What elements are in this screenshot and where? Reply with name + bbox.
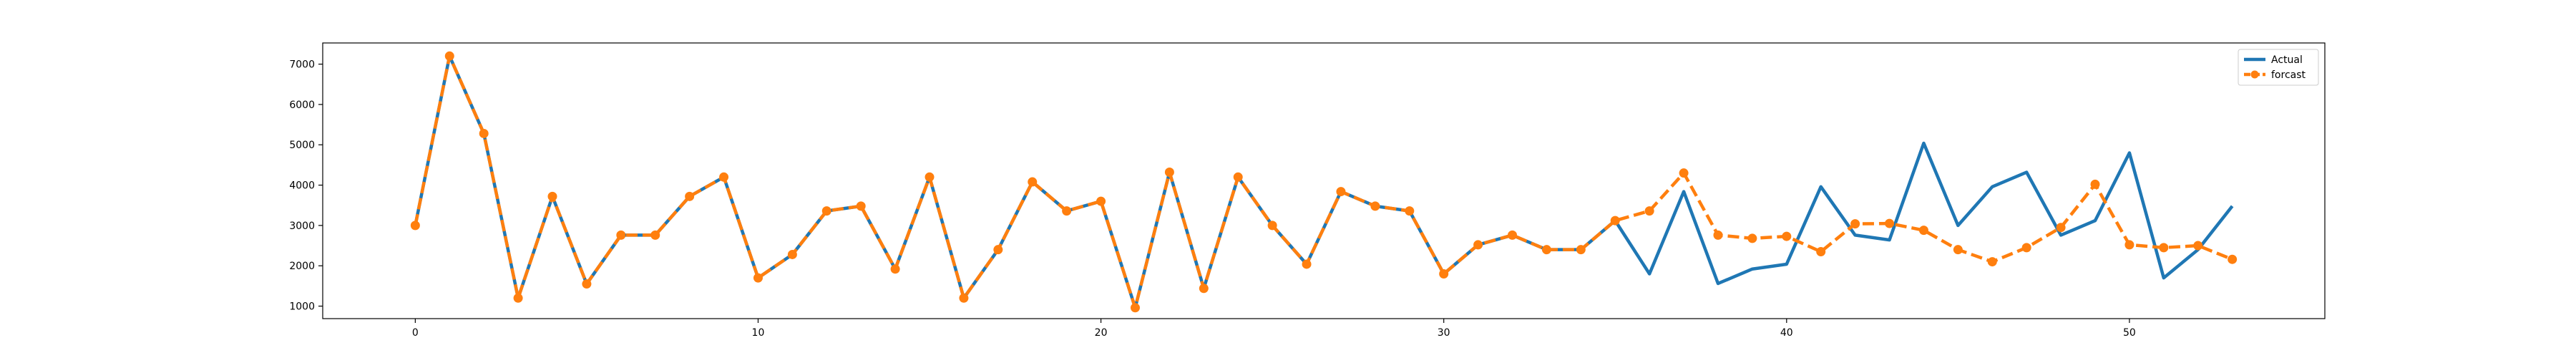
y-tick-label: 6000: [289, 100, 315, 111]
y-tick-label: 4000: [289, 180, 315, 192]
data-point: [650, 230, 660, 240]
x-tick-label: 50: [2123, 327, 2136, 339]
y-tick-label: 2000: [289, 261, 315, 272]
data-point: [1062, 206, 1072, 216]
data-point: [1233, 172, 1243, 182]
legend-label-1: Actual: [2271, 54, 2303, 66]
data-point: [410, 221, 420, 231]
data-point: [2193, 241, 2203, 251]
data-point: [1679, 168, 1689, 178]
axes-frame: [322, 42, 2326, 319]
data-point: [1405, 206, 1415, 216]
data-point: [1747, 233, 1757, 243]
data-point: [1096, 196, 1106, 206]
data-point: [1953, 245, 1963, 255]
data-point: [2056, 223, 2066, 233]
data-point: [821, 206, 831, 216]
data-point: [890, 264, 900, 274]
data-point: [2159, 243, 2169, 253]
data-point: [1370, 201, 1380, 211]
data-point: [1576, 245, 1586, 255]
data-point: [1199, 284, 1209, 294]
y-tick-label: 3000: [289, 221, 315, 232]
series-line-2: [414, 54, 2233, 310]
data-point: [1816, 247, 1826, 256]
data-point: [2228, 254, 2238, 264]
data-point: [616, 230, 626, 240]
data-point: [787, 249, 797, 259]
data-point: [2124, 240, 2135, 250]
data-point: [856, 201, 866, 211]
data-point: [1644, 206, 1654, 216]
axes: 0 10 20 30 40 50 1000 2000 3000 4000 5000 6000 7000: [289, 42, 2326, 339]
data-point: [1987, 257, 1997, 267]
data-point: [959, 293, 969, 303]
x-tick-label: 0: [412, 327, 419, 339]
data-point: [1302, 259, 1312, 269]
x-tick-label: 10: [752, 327, 765, 339]
x-tick-label: 20: [1095, 327, 1108, 339]
data-point: [1336, 187, 1346, 197]
data-point: [2021, 243, 2031, 253]
data-point: [753, 273, 763, 283]
data-point: [1610, 216, 1620, 226]
y-tick-label: 7000: [289, 59, 315, 71]
x-tick-label: 30: [1438, 327, 1450, 339]
legend: Actual forcast: [2238, 49, 2319, 86]
data-point: [547, 191, 557, 201]
legend-label-2: forcast: [2271, 69, 2306, 81]
y-tick-label: 1000: [289, 301, 315, 313]
data-point: [719, 172, 729, 182]
data-point: [1850, 219, 1860, 229]
y-tick-label: 5000: [289, 140, 315, 151]
data-point: [479, 128, 489, 138]
legend-marker-2: [2250, 70, 2259, 79]
data-point: [2090, 179, 2100, 189]
data-point: [1028, 177, 1038, 187]
data-point: [993, 245, 1003, 255]
data-point: [1782, 231, 1792, 241]
data-point: [685, 191, 695, 201]
data-point: [1885, 218, 1895, 228]
data-point: [1439, 268, 1449, 279]
data-point: [513, 293, 523, 303]
data-point: [1918, 226, 1928, 236]
data-point: [1164, 168, 1174, 178]
data-point: [924, 172, 935, 182]
data-point: [444, 51, 454, 61]
data-point: [1541, 245, 1551, 255]
data-point: [1713, 230, 1723, 240]
data-point: [1267, 221, 1277, 231]
series-line-1: [414, 54, 2234, 310]
data-point: [1508, 230, 1518, 240]
data-point: [1130, 303, 1140, 313]
x-tick-label: 40: [1780, 327, 1793, 339]
data-point: [1473, 240, 1483, 250]
data-point: [582, 279, 592, 289]
plot-area: [410, 51, 2238, 313]
